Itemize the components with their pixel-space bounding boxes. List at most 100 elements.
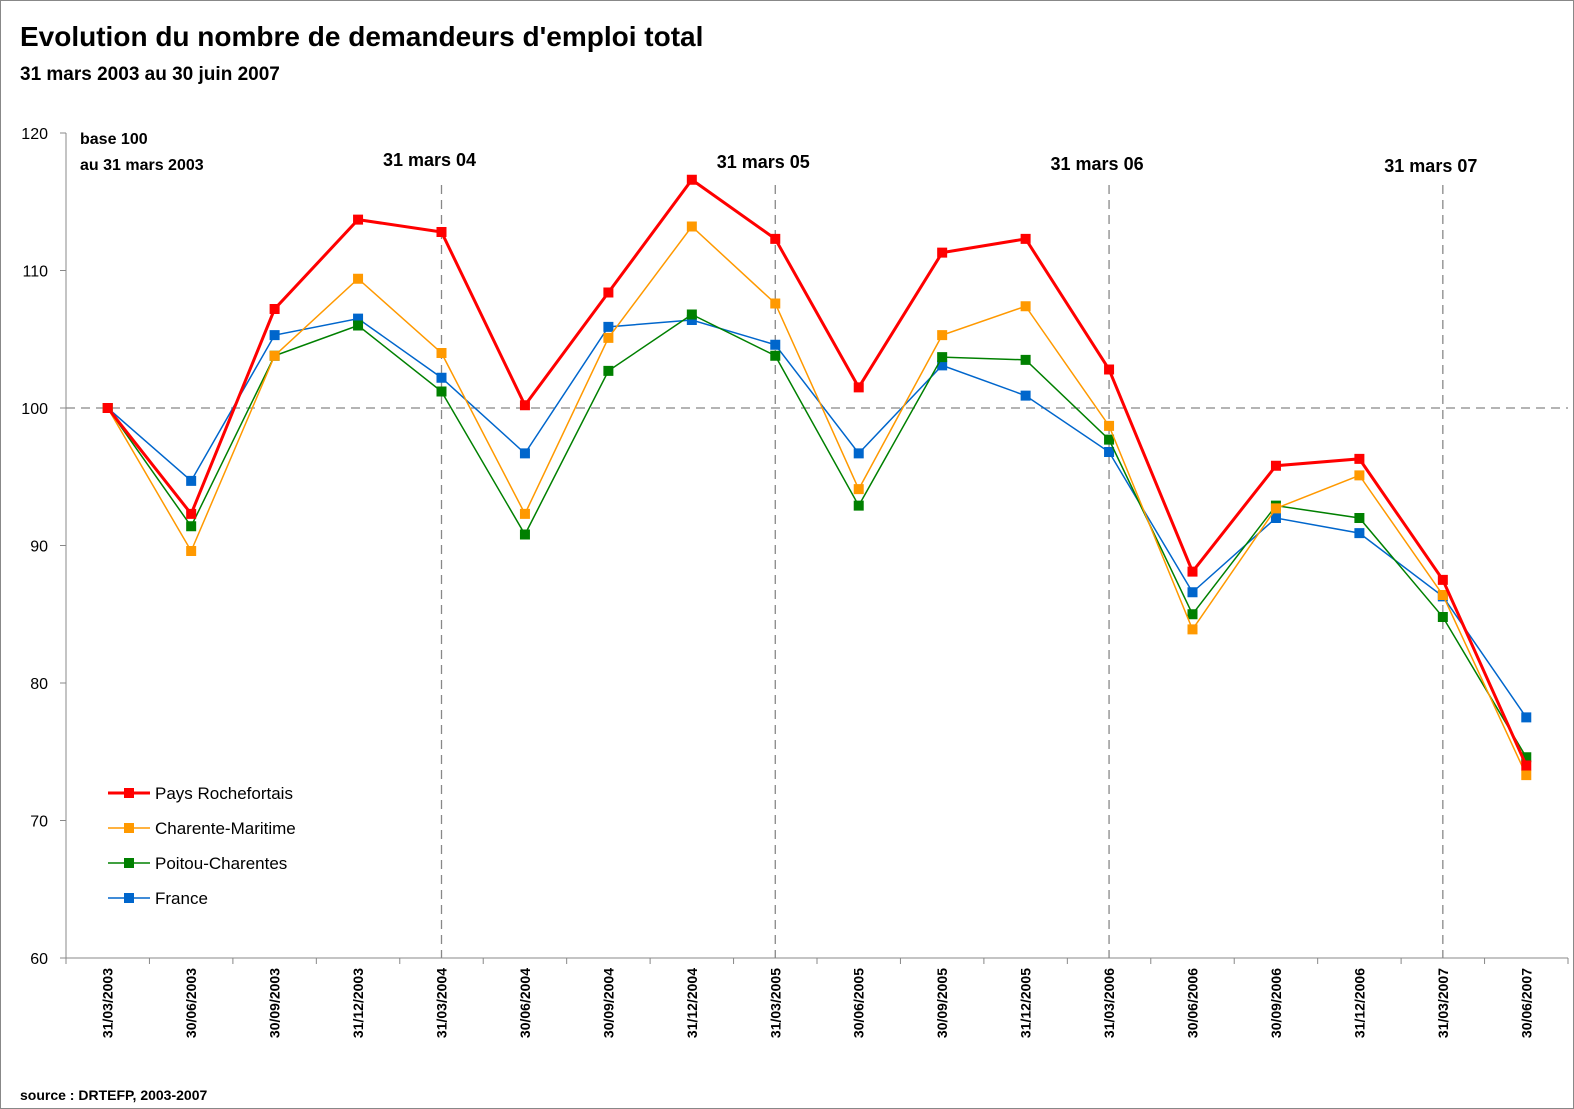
point [1020, 233, 1031, 244]
point [937, 360, 948, 371]
point [102, 403, 113, 413]
point [1521, 712, 1532, 723]
y-tick-label: 90 [30, 539, 48, 556]
legend-label: Pays Rochefortais [155, 784, 293, 803]
point [1354, 528, 1365, 539]
point [1437, 574, 1448, 585]
point [519, 448, 530, 459]
point [519, 508, 530, 519]
point [269, 350, 280, 361]
point [1270, 460, 1281, 471]
point [436, 227, 447, 237]
point [1104, 434, 1115, 445]
point [603, 287, 614, 298]
point [937, 352, 948, 363]
x-tick-label: 31/03/2006 [1101, 968, 1117, 1038]
y-tick-label: 100 [21, 401, 48, 418]
point [686, 309, 697, 320]
point [770, 233, 781, 244]
x-tick-label: 31/12/2004 [684, 968, 700, 1038]
x-tick-label: 30/06/2005 [851, 968, 867, 1038]
x-tick-label: 31/03/2003 [100, 968, 116, 1038]
point [770, 298, 781, 309]
point [1270, 513, 1281, 523]
series-line [107, 317, 1527, 718]
point [436, 348, 447, 358]
point [519, 400, 530, 411]
point [1354, 513, 1365, 523]
point [1437, 612, 1448, 622]
series-line [106, 177, 1528, 767]
point [436, 386, 447, 397]
series-line [107, 225, 1527, 776]
point [1354, 453, 1365, 464]
point [1104, 420, 1115, 431]
x-tick-label: 30/09/2004 [600, 968, 616, 1038]
point [353, 214, 364, 225]
point [686, 315, 697, 325]
point [1020, 354, 1031, 365]
point [186, 508, 197, 519]
point [853, 382, 864, 393]
point [853, 484, 864, 495]
point [1187, 609, 1198, 620]
x-tick-label: 30/09/2003 [267, 968, 283, 1038]
point [853, 448, 864, 459]
marker-label: 31 mars 04 [383, 150, 476, 170]
y-tick-label: 120 [21, 126, 48, 143]
point [603, 365, 614, 376]
point [1521, 770, 1532, 781]
x-tick-label: 30/06/2004 [517, 968, 533, 1038]
x-tick-label: 30/06/2006 [1185, 968, 1201, 1038]
point [603, 332, 614, 343]
point [1104, 447, 1115, 457]
legend-marker [124, 788, 134, 798]
legend-label: Charente-Maritime [155, 819, 296, 838]
point [1187, 566, 1198, 577]
point [1521, 760, 1532, 771]
base-note: base 100 [80, 131, 148, 148]
point [686, 174, 697, 185]
marker-label: 31 mars 07 [1384, 156, 1477, 176]
point [1020, 390, 1031, 401]
point [186, 521, 197, 532]
x-tick-label: 30/06/2003 [183, 968, 199, 1038]
x-tick-label: 30/09/2006 [1268, 968, 1284, 1038]
marker-label: 31 mars 05 [717, 152, 810, 172]
point [519, 529, 530, 540]
legend-marker [124, 858, 134, 868]
source: source : DRTEFP, 2003-2007 [20, 1087, 207, 1103]
point [1104, 364, 1115, 375]
base-note: au 31 mars 2003 [80, 157, 204, 174]
y-tick-label: 80 [30, 676, 48, 693]
y-tick-label: 60 [30, 951, 48, 968]
x-tick-label: 30/09/2005 [934, 968, 950, 1038]
point [1354, 470, 1365, 481]
legend-label: France [155, 889, 208, 908]
point [603, 321, 614, 332]
point [186, 546, 197, 556]
legend-label: Poitou-Charentes [155, 854, 287, 873]
point [686, 221, 697, 232]
x-tick-label: 30/06/2007 [1518, 968, 1534, 1038]
point [269, 330, 280, 341]
point [1270, 503, 1281, 514]
point [1020, 301, 1031, 312]
point [269, 304, 280, 314]
point [1187, 624, 1198, 635]
marker-label: 31 mars 06 [1051, 154, 1144, 174]
point [1521, 752, 1532, 763]
point [853, 500, 864, 511]
legend-marker [124, 893, 134, 903]
series-line [107, 313, 1527, 758]
x-tick-label: 31/03/2007 [1435, 968, 1451, 1038]
point [186, 475, 197, 486]
point [770, 350, 781, 361]
legend-marker [124, 823, 134, 833]
y-tick-label: 110 [22, 264, 48, 281]
x-tick-label: 31/03/2005 [767, 968, 783, 1038]
point [353, 273, 364, 284]
y-tick-label: 70 [30, 814, 48, 831]
